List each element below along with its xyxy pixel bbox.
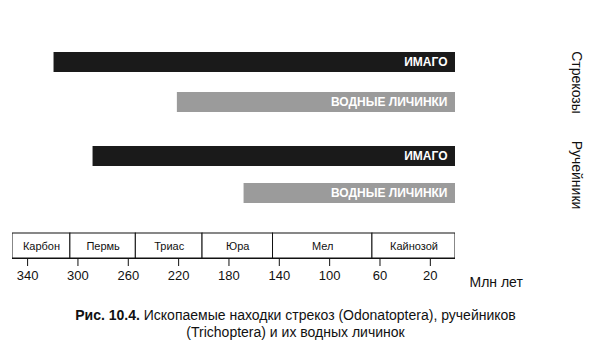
- svg-text:340: 340: [17, 268, 39, 283]
- svg-text:ВОДНЫЕ ЛИЧИНКИ: ВОДНЫЕ ЛИЧИНКИ: [331, 95, 448, 109]
- svg-text:140: 140: [268, 268, 290, 283]
- svg-text:60: 60: [373, 268, 387, 283]
- html-text:Рис. 10.4. Ископаемые находки: Рис. 10.4. Ископаемые находки стрекоз (O…: [75, 307, 516, 340]
- svg-text:Кайнозой: Кайнозой: [390, 240, 438, 252]
- svg-text:ВОДНЫЕ ЛИЧИНКИ: ВОДНЫЕ ЛИЧИНКИ: [331, 186, 448, 200]
- svg-text:Стрекозы: Стрекозы: [569, 51, 585, 114]
- svg-text:Мел: Мел: [312, 240, 333, 252]
- svg-text:100: 100: [319, 268, 341, 283]
- svg-text:ИМАГО: ИМАГО: [404, 55, 447, 69]
- svg-text:220: 220: [168, 268, 190, 283]
- svg-text:Триас: Триас: [154, 240, 184, 252]
- svg-text:ИМАГО: ИМАГО: [404, 149, 447, 163]
- svg-text:Пермь: Пермь: [86, 240, 120, 252]
- svg-text:260: 260: [117, 268, 139, 283]
- svg-text:Юра: Юра: [226, 240, 250, 252]
- svg-text:Млн лет: Млн лет: [470, 274, 524, 290]
- svg-text:Карбон: Карбон: [23, 240, 60, 252]
- svg-text:Ручейники: Ручейники: [569, 141, 585, 210]
- svg-text:300: 300: [67, 268, 89, 283]
- svg-text:20: 20: [423, 268, 437, 283]
- svg-text:180: 180: [218, 268, 240, 283]
